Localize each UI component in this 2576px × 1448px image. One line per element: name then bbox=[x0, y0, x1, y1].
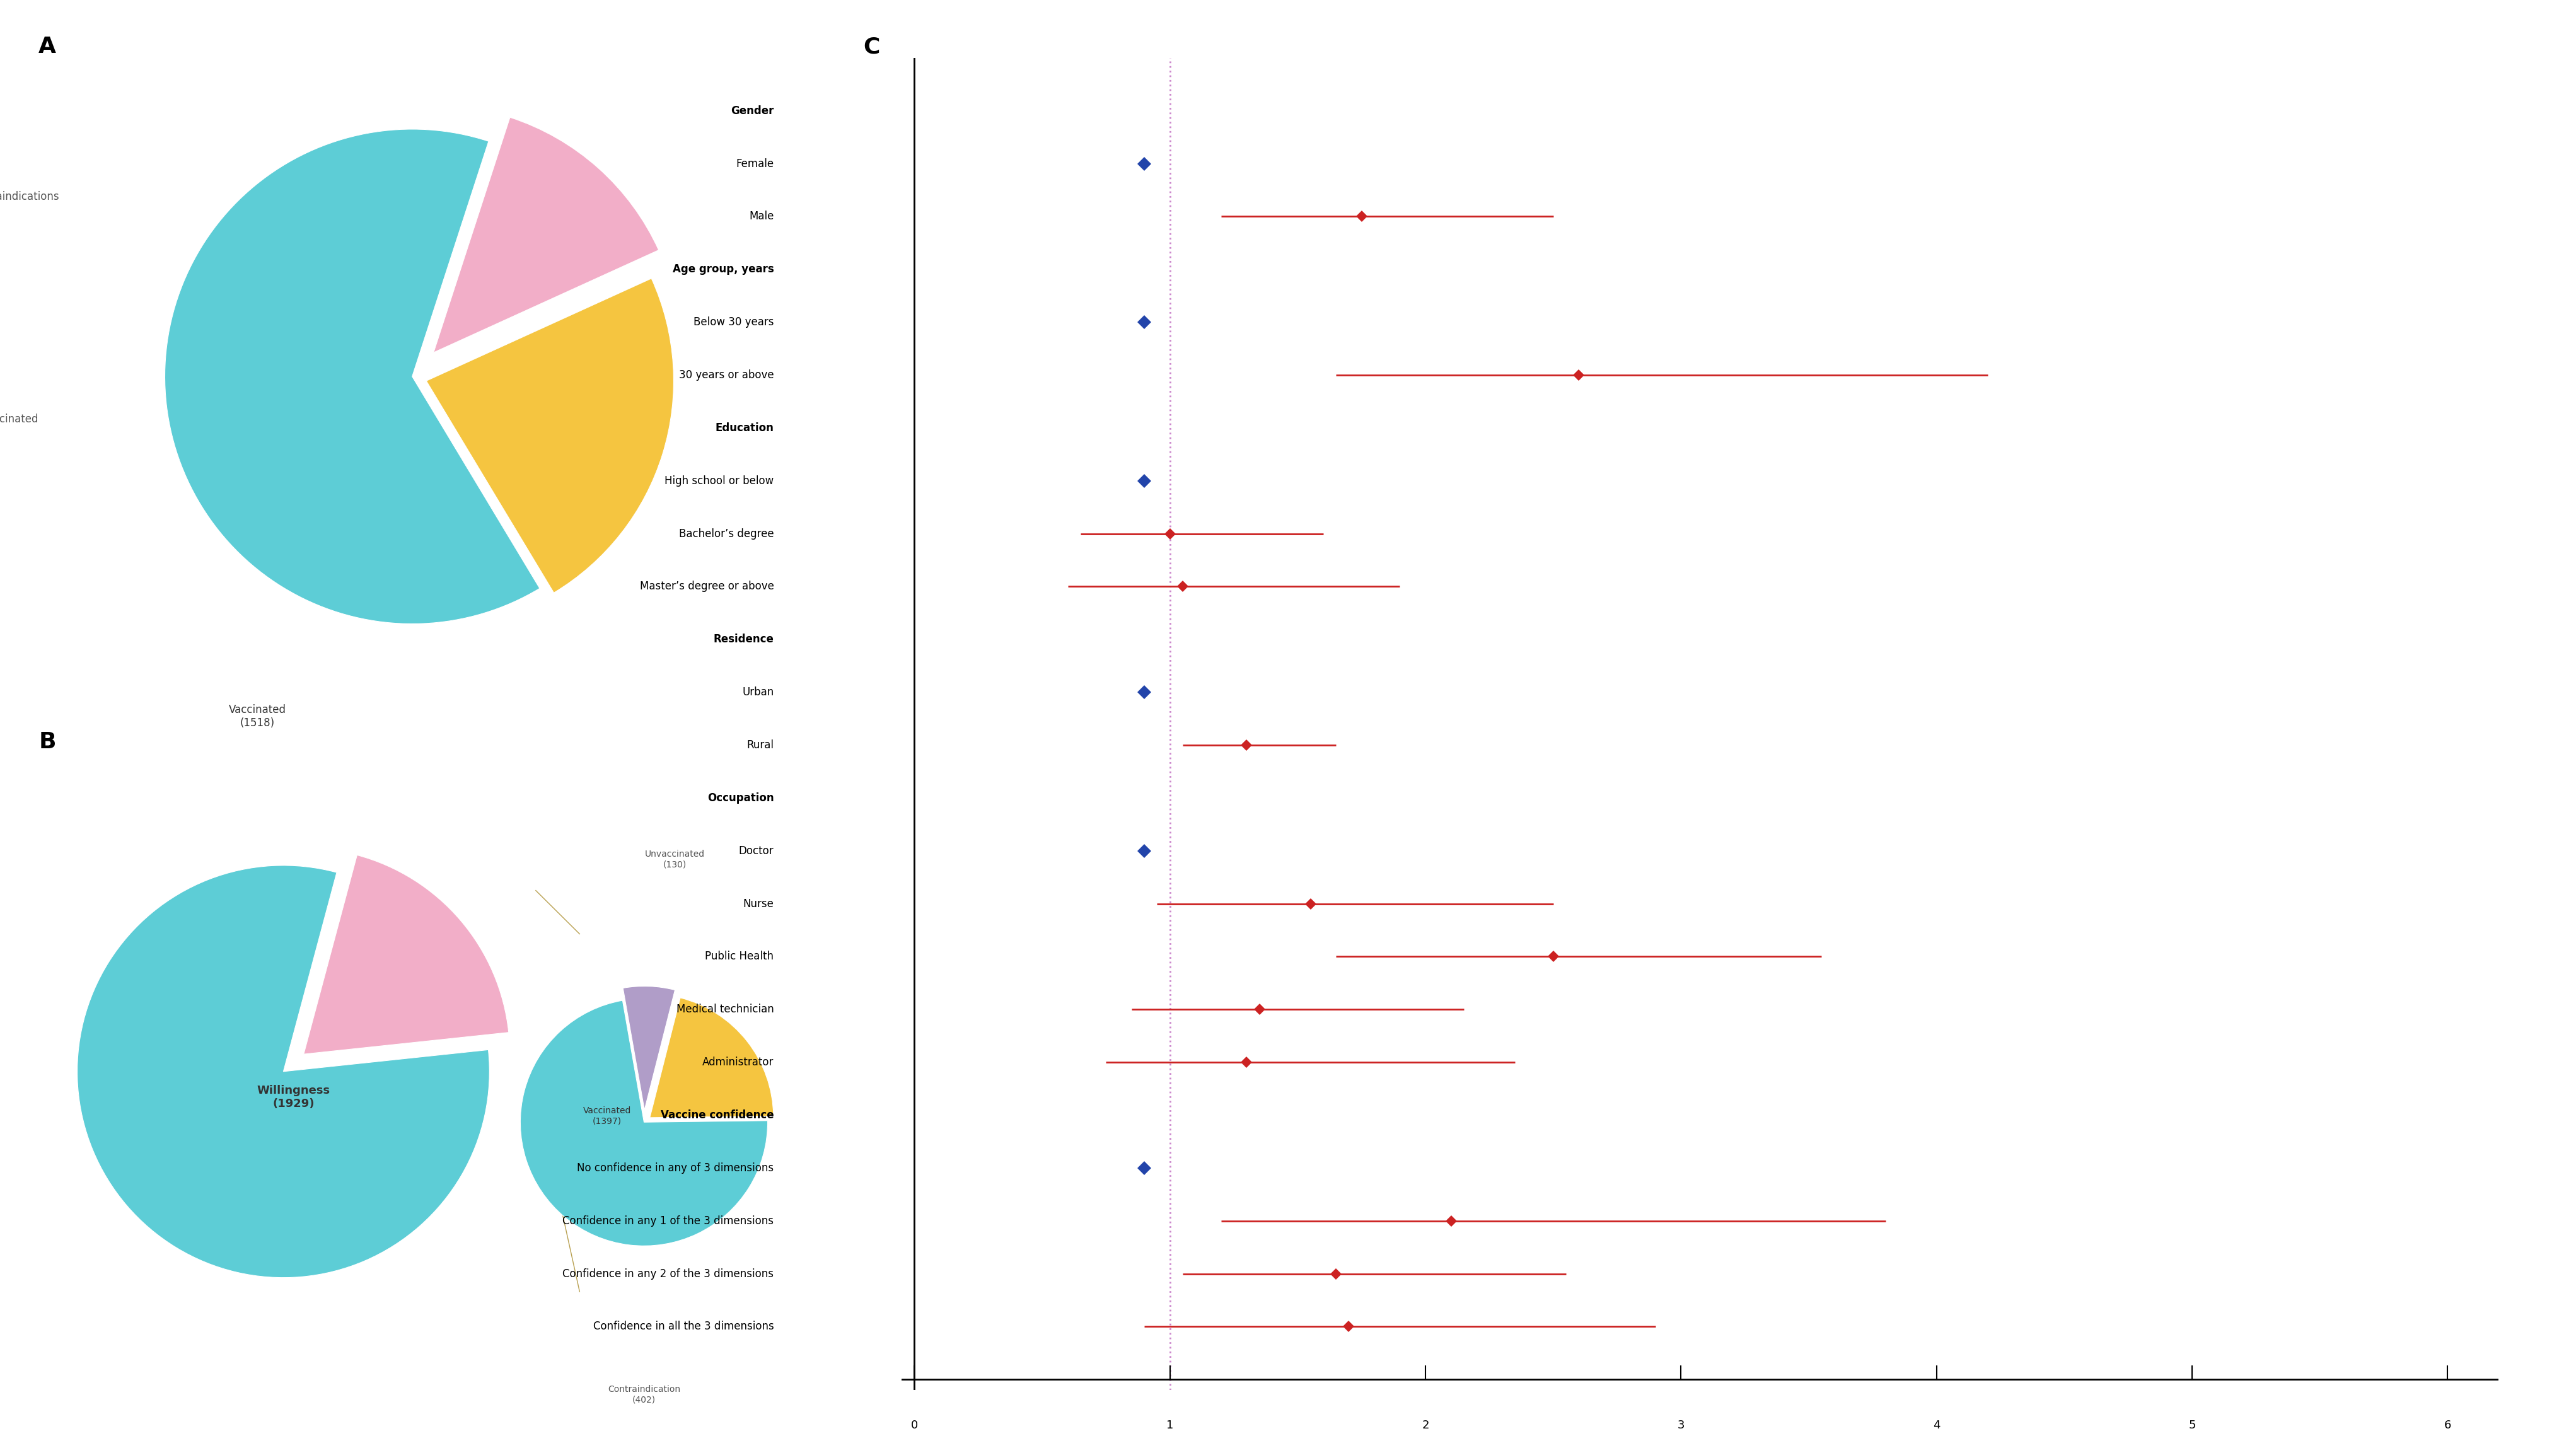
Text: Vaccinated
(1397): Vaccinated (1397) bbox=[582, 1106, 631, 1125]
Text: A: A bbox=[39, 36, 57, 58]
Text: Vaccine confidence: Vaccine confidence bbox=[659, 1109, 773, 1121]
Text: Unvaccinated
(315): Unvaccinated (315) bbox=[0, 414, 39, 439]
Text: Rural: Rural bbox=[747, 740, 773, 752]
Text: Contraindications
(553): Contraindications (553) bbox=[0, 191, 59, 216]
Text: No confidence in any of 3 dimensions: No confidence in any of 3 dimensions bbox=[577, 1163, 773, 1174]
Text: Vaccinated
(1518): Vaccinated (1518) bbox=[229, 704, 286, 728]
Text: Age group, years: Age group, years bbox=[672, 264, 773, 275]
Text: Medical technician: Medical technician bbox=[677, 1003, 773, 1015]
Text: Urban: Urban bbox=[742, 686, 773, 698]
Text: Willingness
(1929): Willingness (1929) bbox=[258, 1085, 330, 1109]
Text: Male: Male bbox=[750, 211, 773, 222]
Text: Confidence in any 1 of the 3 dimensions: Confidence in any 1 of the 3 dimensions bbox=[562, 1215, 773, 1226]
Wedge shape bbox=[165, 129, 538, 624]
Text: Contraindication
(402): Contraindication (402) bbox=[608, 1384, 680, 1405]
Text: Nurse: Nurse bbox=[742, 898, 773, 909]
Text: Gender: Gender bbox=[732, 106, 773, 116]
Text: C: C bbox=[863, 36, 878, 58]
Wedge shape bbox=[520, 1001, 768, 1245]
Text: High school or below: High school or below bbox=[665, 475, 773, 487]
Text: Education: Education bbox=[716, 423, 773, 433]
Text: Confidence in all the 3 dimensions: Confidence in all the 3 dimensions bbox=[592, 1321, 773, 1332]
Text: Unvaccinated
(130): Unvaccinated (130) bbox=[644, 850, 706, 869]
Text: Public Health: Public Health bbox=[706, 951, 773, 963]
Wedge shape bbox=[649, 998, 773, 1118]
Wedge shape bbox=[623, 986, 675, 1109]
Text: Residence: Residence bbox=[714, 634, 773, 646]
Text: Bachelor’s degree: Bachelor’s degree bbox=[680, 529, 773, 539]
Text: Administrator: Administrator bbox=[703, 1057, 773, 1069]
Text: Master’s degree or above: Master’s degree or above bbox=[639, 581, 773, 592]
Wedge shape bbox=[77, 866, 489, 1277]
Text: 30 years or above: 30 years or above bbox=[680, 369, 773, 381]
Text: B: B bbox=[39, 731, 57, 753]
Text: Doctor: Doctor bbox=[739, 846, 773, 857]
Wedge shape bbox=[304, 856, 507, 1054]
Wedge shape bbox=[428, 278, 672, 592]
Text: Confidence in any 2 of the 3 dimensions: Confidence in any 2 of the 3 dimensions bbox=[562, 1268, 773, 1280]
Text: Occupation: Occupation bbox=[708, 792, 773, 804]
Text: Female: Female bbox=[737, 158, 773, 169]
Wedge shape bbox=[433, 117, 659, 352]
Text: Below 30 years: Below 30 years bbox=[693, 317, 773, 327]
